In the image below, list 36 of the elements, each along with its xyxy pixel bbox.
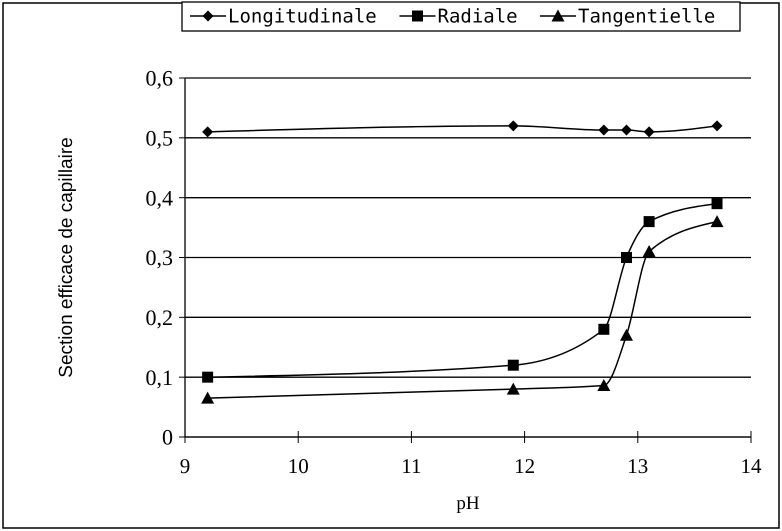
point bbox=[620, 328, 633, 341]
x-tick-label: 10 bbox=[288, 454, 309, 478]
y-tick-label: 0,1 bbox=[146, 364, 173, 390]
x-tick-label: 9 bbox=[180, 454, 190, 478]
point bbox=[642, 245, 656, 258]
y-tick-label: 0,2 bbox=[146, 305, 173, 330]
x-tick-label: 11 bbox=[401, 454, 422, 478]
point bbox=[508, 120, 519, 132]
y-tick-label: 0,5 bbox=[146, 126, 173, 151]
point bbox=[508, 360, 519, 371]
x-tick-label: 12 bbox=[514, 454, 536, 478]
point bbox=[506, 382, 520, 395]
point bbox=[620, 124, 632, 136]
point bbox=[644, 216, 655, 228]
point bbox=[712, 198, 723, 210]
x-tick-label: 13 bbox=[627, 454, 648, 478]
y-tick-label: 0 bbox=[162, 424, 173, 450]
point bbox=[201, 392, 214, 404]
point bbox=[202, 372, 214, 383]
legend-label: Radiale bbox=[438, 6, 518, 28]
point bbox=[710, 215, 724, 228]
point bbox=[620, 252, 632, 263]
y-axis-title: Section efficace de capillaire bbox=[56, 137, 77, 378]
point bbox=[202, 126, 214, 138]
legend-label: Longitudinale bbox=[228, 6, 377, 28]
x-axis-title: pH bbox=[456, 493, 480, 514]
legend-label: Tangentielle bbox=[578, 6, 716, 28]
x-tick-label: 14 bbox=[740, 454, 762, 478]
point bbox=[598, 124, 610, 136]
point bbox=[712, 120, 723, 132]
point bbox=[597, 379, 610, 392]
point bbox=[644, 126, 655, 138]
y-tick-label: 0,3 bbox=[146, 245, 173, 270]
point bbox=[598, 324, 610, 335]
y-tick-label: 0,6 bbox=[146, 66, 173, 91]
y-tick-label: 0,4 bbox=[146, 185, 173, 210]
